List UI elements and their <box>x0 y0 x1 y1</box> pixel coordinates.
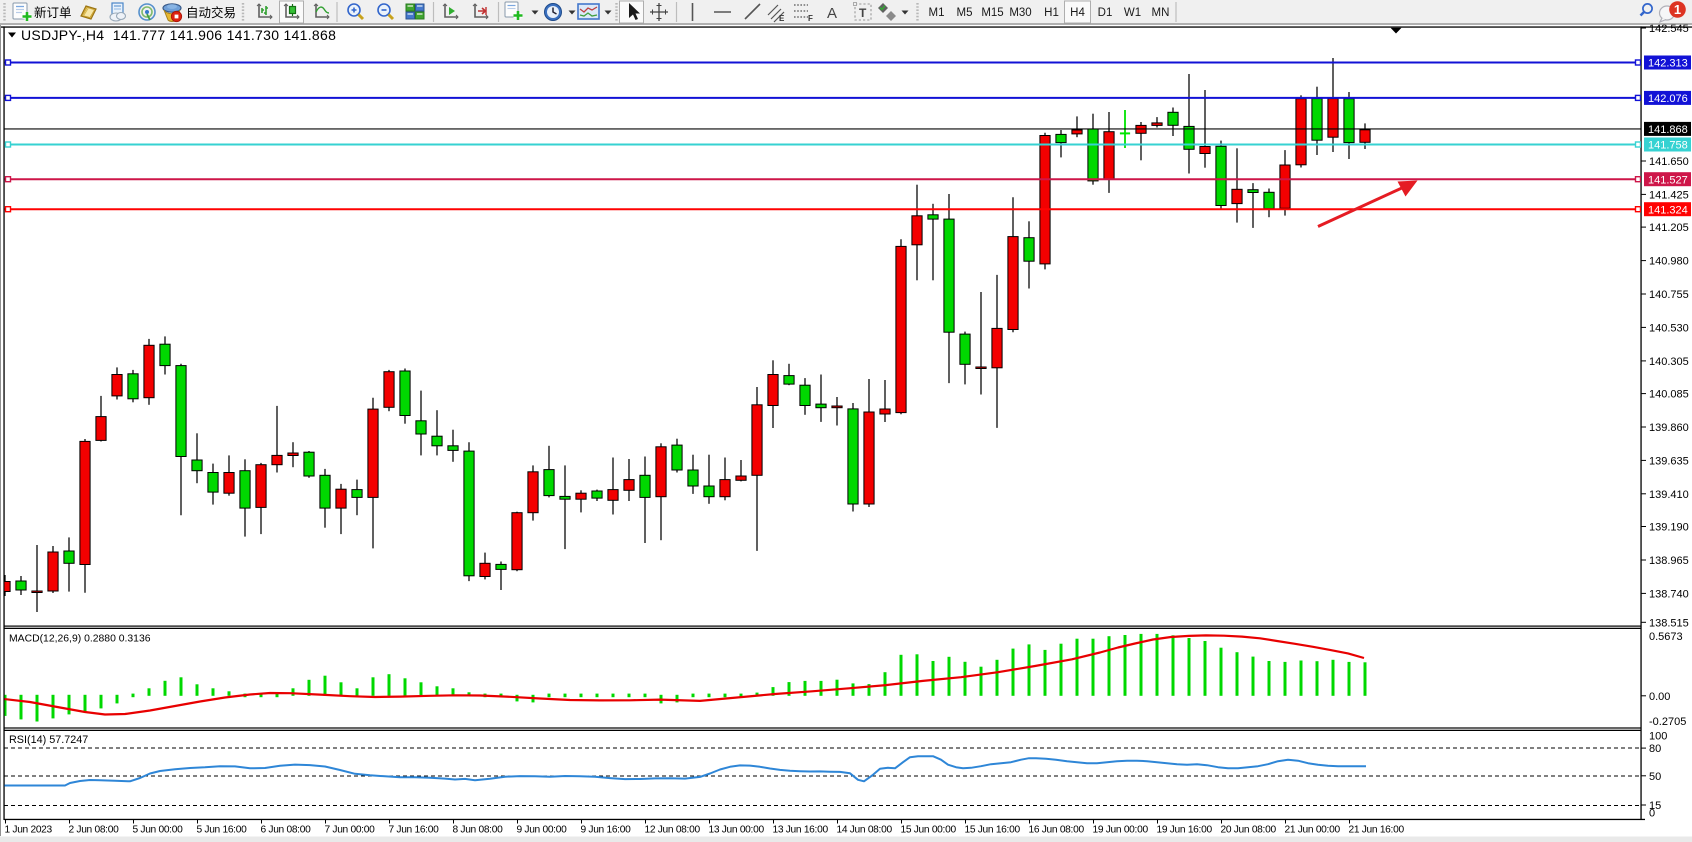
svg-text:M30: M30 <box>1009 7 1031 19</box>
svg-text:140.755: 140.755 <box>1649 289 1689 301</box>
svg-text:138.515: 138.515 <box>1649 617 1689 629</box>
svg-text:0.5673: 0.5673 <box>1649 631 1683 643</box>
svg-text:自动交易: 自动交易 <box>186 5 236 20</box>
svg-text:141.205: 141.205 <box>1649 222 1689 234</box>
svg-text:9 Jun 16:00: 9 Jun 16:00 <box>581 825 632 836</box>
svg-text:140.980: 140.980 <box>1649 256 1689 268</box>
svg-text:20 Jun 08:00: 20 Jun 08:00 <box>1221 825 1277 836</box>
svg-text:6 Jun 08:00: 6 Jun 08:00 <box>261 825 312 836</box>
svg-text:142.313: 142.313 <box>1648 58 1688 70</box>
svg-text:139.635: 139.635 <box>1649 455 1689 467</box>
svg-text:9 Jun 00:00: 9 Jun 00:00 <box>517 825 568 836</box>
svg-text:15 Jun 16:00: 15 Jun 16:00 <box>965 825 1021 836</box>
svg-text:138.740: 138.740 <box>1649 588 1689 600</box>
svg-text:15: 15 <box>1649 800 1661 812</box>
svg-text:2 Jun 08:00: 2 Jun 08:00 <box>69 825 120 836</box>
svg-text:T: T <box>859 6 867 20</box>
svg-text:139.860: 139.860 <box>1649 422 1689 434</box>
svg-text:21 Jun 00:00: 21 Jun 00:00 <box>1285 825 1341 836</box>
svg-text:80: 80 <box>1649 743 1661 755</box>
svg-text:M15: M15 <box>981 7 1003 19</box>
svg-text:H4: H4 <box>1070 7 1085 19</box>
svg-text:-0.2705: -0.2705 <box>1649 716 1686 728</box>
svg-text:19 Jun 16:00: 19 Jun 16:00 <box>1157 825 1213 836</box>
svg-text:F: F <box>808 14 813 23</box>
svg-text:141.324: 141.324 <box>1648 204 1688 216</box>
svg-text:5 Jun 00:00: 5 Jun 00:00 <box>133 825 184 836</box>
svg-text:5 Jun 16:00: 5 Jun 16:00 <box>197 825 248 836</box>
svg-text:H1: H1 <box>1044 7 1059 19</box>
svg-text:14 Jun 08:00: 14 Jun 08:00 <box>837 825 893 836</box>
svg-text:E: E <box>779 14 785 23</box>
svg-text:新订单: 新订单 <box>34 5 72 20</box>
svg-text:M5: M5 <box>957 7 973 19</box>
svg-text:141.868: 141.868 <box>1648 124 1688 136</box>
svg-text:142.545: 142.545 <box>1649 23 1689 35</box>
svg-text:140.085: 140.085 <box>1649 389 1689 401</box>
svg-text:W1: W1 <box>1124 7 1141 19</box>
svg-text:19 Jun 00:00: 19 Jun 00:00 <box>1093 825 1149 836</box>
svg-text:139.410: 139.410 <box>1649 489 1689 501</box>
svg-text:140.530: 140.530 <box>1649 322 1689 334</box>
svg-text:141.425: 141.425 <box>1649 189 1689 201</box>
svg-text:D1: D1 <box>1098 7 1113 19</box>
svg-text:15 Jun 00:00: 15 Jun 00:00 <box>901 825 957 836</box>
svg-text:139.190: 139.190 <box>1649 522 1689 534</box>
svg-text:RSI(14) 57.7247: RSI(14) 57.7247 <box>9 734 88 746</box>
svg-text:MACD(12,26,9) 0.2880 0.3136: MACD(12,26,9) 0.2880 0.3136 <box>9 634 151 645</box>
svg-text:A: A <box>827 5 837 22</box>
svg-text:13 Jun 00:00: 13 Jun 00:00 <box>709 825 765 836</box>
svg-text:0: 0 <box>1649 808 1655 820</box>
svg-text:MN: MN <box>1152 7 1170 19</box>
svg-text:16 Jun 08:00: 16 Jun 08:00 <box>1029 825 1085 836</box>
svg-text:21 Jun 16:00: 21 Jun 16:00 <box>1349 825 1405 836</box>
svg-text:100: 100 <box>1649 731 1667 743</box>
svg-text:141.650: 141.650 <box>1649 156 1689 168</box>
svg-text:138.965: 138.965 <box>1649 555 1689 567</box>
svg-text:M1: M1 <box>929 7 945 19</box>
svg-text:7 Jun 00:00: 7 Jun 00:00 <box>325 825 376 836</box>
svg-text:140.305: 140.305 <box>1649 356 1689 368</box>
svg-text:141.758: 141.758 <box>1648 140 1688 152</box>
svg-text:0.00: 0.00 <box>1649 691 1670 703</box>
svg-text:7 Jun 16:00: 7 Jun 16:00 <box>389 825 440 836</box>
svg-text:USDJPY-,H4 141.777 141.906 14: USDJPY-,H4 141.777 141.906 141.730 141.8… <box>21 27 336 43</box>
svg-text:141.527: 141.527 <box>1648 174 1688 186</box>
svg-text:8 Jun 08:00: 8 Jun 08:00 <box>453 825 504 836</box>
svg-text:142.076: 142.076 <box>1648 93 1688 105</box>
svg-text:1: 1 <box>1674 2 1681 17</box>
svg-text:1 Jun 2023: 1 Jun 2023 <box>5 825 53 836</box>
svg-text:50: 50 <box>1649 771 1661 783</box>
svg-text:12 Jun 08:00: 12 Jun 08:00 <box>645 825 701 836</box>
svg-text:13 Jun 16:00: 13 Jun 16:00 <box>773 825 829 836</box>
